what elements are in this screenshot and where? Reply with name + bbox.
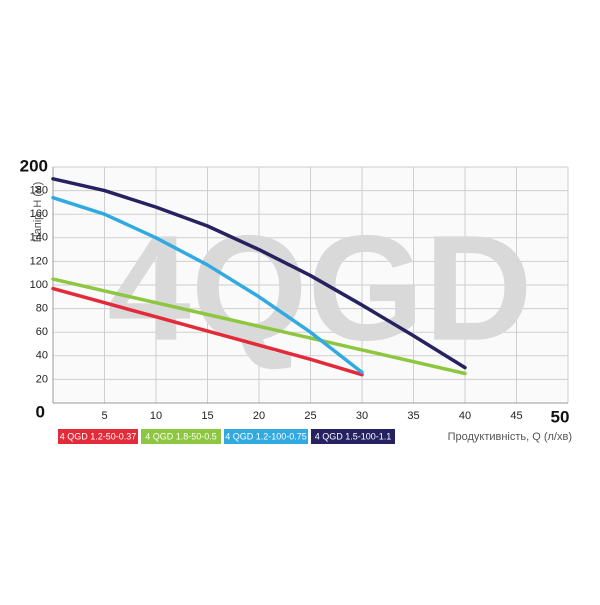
y-axis-label: Напір, Н (м) [32,182,44,243]
x-tick-label: 40 [459,410,471,422]
x-tick-label: 25 [304,410,316,422]
x-tick-label: 30 [356,410,368,422]
series-line [51,177,467,370]
series-line [51,277,467,376]
legend-label: 4 QGD 1.8-50-0.5 [145,431,217,441]
y-tick-label: 140 [30,232,48,244]
y-tick-label: 100 [30,279,48,291]
y-tick-label: 20 [36,373,48,385]
legend-label: 4 QGD 1.2-100-0.75 [225,431,307,441]
y-tick-label: 160 [30,208,48,220]
series-line [51,195,364,375]
y-tick-label: 40 [36,350,48,362]
legend-label: 4 QGD 1.5-100-1.1 [315,431,392,441]
x-tick-label: 10 [150,410,162,422]
watermark: 4QGD [107,204,532,372]
y-tick-label: 180 [30,185,48,197]
x-tick-label: 35 [407,410,419,422]
legend-label: 4 QGD 1.2-50-0.37 [60,431,137,441]
y-tick-label: 200 [20,156,48,175]
legend-swatch [141,429,221,444]
x-tick-label: 45 [510,410,522,422]
legend-swatch [311,429,395,444]
x-tick-label: 5 [101,410,107,422]
x-tick-label: 50 [551,407,570,426]
series-line [51,286,364,377]
legend-swatch [224,429,308,444]
x-tick-label: 15 [201,410,213,422]
x-axis-label: Продуктивність, Q (л/хв) [448,431,572,443]
y-tick-label: 0 [36,402,45,421]
y-tick-label: 120 [30,255,48,267]
y-tick-label: 80 [36,303,48,315]
y-tick-label: 60 [36,326,48,338]
legend-swatch [58,429,138,444]
x-tick-label: 20 [253,410,265,422]
